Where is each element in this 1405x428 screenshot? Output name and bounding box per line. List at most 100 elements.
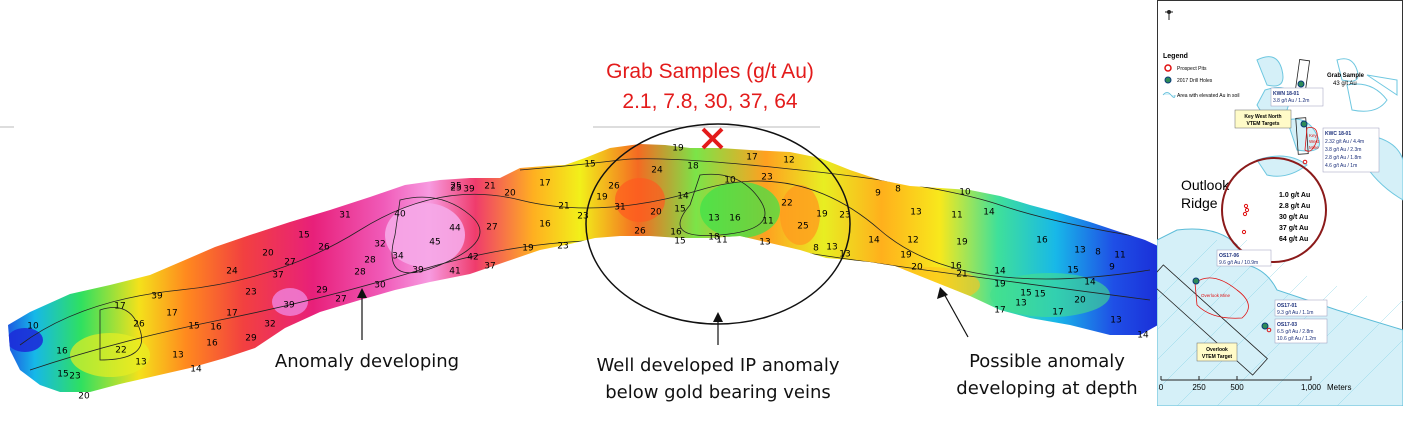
contour-label: 12 bbox=[907, 236, 918, 246]
os1701-drill-hole-icon bbox=[1261, 322, 1269, 330]
contour-label: 20 bbox=[504, 189, 516, 199]
contour-label: 34 bbox=[392, 252, 404, 262]
kwc-box-v4: 4.6 g/t Au / 1m bbox=[1325, 163, 1357, 169]
contour-label: 21 bbox=[956, 270, 967, 280]
contour-label: 45 bbox=[429, 238, 440, 248]
contour-label: 25 bbox=[797, 222, 808, 232]
overlook-mine-outline bbox=[1194, 277, 1249, 319]
location-map-inset: Legend Prospect Pits 2017 Drill Holes Ar… bbox=[1157, 0, 1403, 406]
ridge-value-4: 37 g/t Au bbox=[1279, 225, 1308, 232]
scale-tick-0: 0 bbox=[1159, 383, 1164, 392]
contour-label: 13 bbox=[1015, 299, 1026, 309]
scale-tick-250: 250 bbox=[1192, 383, 1206, 392]
contour-label: 22 bbox=[781, 199, 792, 209]
contour-label: 20 bbox=[1074, 296, 1086, 306]
contour-label: 20 bbox=[78, 392, 90, 402]
contour-label: 31 bbox=[339, 211, 350, 221]
contour-label: 10 bbox=[27, 322, 39, 332]
outlook-values: 1.0 g/t Au 2.8 g/t Au 30 g/t Au 37 g/t A… bbox=[1279, 192, 1310, 243]
contour-label: 40 bbox=[394, 210, 406, 220]
contour-label: 32 bbox=[374, 240, 385, 250]
annotation-possible-anomaly-line1: Possible anomaly bbox=[969, 351, 1125, 372]
kwn-box-value: 3.8 g/t Au / 1.2m bbox=[1273, 98, 1309, 104]
contour-label: 44 bbox=[449, 224, 461, 234]
os1706-value: 9.6 g/t Au / 10.9m bbox=[1219, 260, 1258, 266]
os1701-title: OS17-01 bbox=[1277, 303, 1297, 309]
contour-label: 26 bbox=[133, 320, 145, 330]
contour-label: 25 bbox=[450, 182, 461, 192]
kwc-box-v3: 2.8 g/t Au / 1.8m bbox=[1325, 155, 1361, 161]
contour-label: 20 bbox=[650, 208, 662, 218]
contour-label: 16 bbox=[539, 220, 551, 230]
contour-label: 10 bbox=[959, 188, 971, 198]
contour-label: 16 bbox=[210, 323, 222, 333]
os1706-title: OS17-06 bbox=[1219, 253, 1239, 259]
contour-label: 15 bbox=[674, 205, 685, 215]
os1703-title: OS17-03 bbox=[1277, 322, 1297, 328]
contour-label: 8 bbox=[1095, 248, 1101, 258]
scale-unit: Meters bbox=[1327, 383, 1351, 392]
contour-label: 17 bbox=[539, 179, 550, 189]
annotation-anomaly-developing: Anomaly developing bbox=[274, 351, 460, 372]
contour-label: 27 bbox=[284, 258, 295, 268]
kwn-vtem-line1: Key West North bbox=[1244, 114, 1281, 120]
contour-label: 11 bbox=[762, 217, 773, 227]
contour-label: 16 bbox=[56, 347, 68, 357]
grab-sample-label: Grab Sample bbox=[1327, 73, 1365, 79]
contour-label: 19 bbox=[522, 244, 534, 254]
contour-label: 13 bbox=[708, 214, 719, 224]
contour-label: 14 bbox=[994, 267, 1006, 277]
contour-label: 16 bbox=[670, 228, 682, 238]
contour-label: 16 bbox=[729, 214, 741, 224]
north-arrow-icon bbox=[1165, 10, 1173, 20]
outlook-pits bbox=[1241, 203, 1250, 235]
contour-label: 28 bbox=[364, 256, 376, 266]
contour-label: 13 bbox=[1110, 316, 1121, 326]
arrow-center-icon bbox=[713, 312, 723, 345]
kwc-drill-hole-icon bbox=[1300, 120, 1308, 128]
contour-label: 15 bbox=[298, 231, 309, 241]
contour-label: 19 bbox=[956, 238, 968, 248]
legend-prospect-pits: Prospect Pits bbox=[1177, 66, 1207, 72]
os1703-value1: 6.5 g/t Au / 2.8m bbox=[1277, 329, 1313, 335]
contour-label: 17 bbox=[226, 309, 237, 319]
contour-label: 19 bbox=[994, 280, 1006, 290]
kw-target-rect bbox=[1295, 117, 1309, 155]
contour-label: 15 bbox=[1034, 290, 1045, 300]
contour-label: 27 bbox=[486, 223, 497, 233]
contour-label: 28 bbox=[354, 268, 366, 278]
key-west-mine-outline bbox=[1304, 127, 1318, 152]
contour-label: 30 bbox=[374, 281, 386, 291]
os1703-value2: 10.6 g/t Au / 1.2m bbox=[1277, 336, 1316, 342]
contour-label: 23 bbox=[577, 212, 588, 222]
contour-label: 10 bbox=[724, 176, 736, 186]
contour-label: 24 bbox=[651, 166, 663, 176]
contour-label: 20 bbox=[262, 249, 274, 259]
contour-label: 19 bbox=[816, 210, 828, 220]
contour-label: 8 bbox=[813, 244, 819, 254]
contour-label: 21 bbox=[484, 182, 495, 192]
contour-label: 16 bbox=[1036, 236, 1048, 246]
contour-label: 21 bbox=[558, 202, 569, 212]
overlook-mine-label: Overlook Mine bbox=[1201, 293, 1231, 298]
grab-samples-title: Grab Samples (g/t Au) bbox=[606, 60, 814, 83]
contour-label: 17 bbox=[1052, 308, 1063, 318]
arrow-left-icon bbox=[357, 288, 367, 340]
ridge-value-5: 64 g/t Au bbox=[1279, 236, 1308, 243]
contour-label: 13 bbox=[826, 243, 837, 253]
annotation-well-developed-line1: Well developed IP anomaly bbox=[596, 355, 840, 376]
key-west-mine-line2: West bbox=[1309, 139, 1320, 144]
contour-label: 19 bbox=[596, 193, 608, 203]
scale-tick-500: 500 bbox=[1230, 383, 1244, 392]
kwn-vtem-line2: VTEM Targets bbox=[1247, 121, 1280, 127]
sample-location-cross-icon bbox=[701, 127, 724, 150]
contour-label: 32 bbox=[264, 320, 275, 330]
scale-bar: 0 250 500 1,000 Meters bbox=[1159, 376, 1351, 392]
overlook-vtem-box bbox=[1196, 342, 1238, 362]
contour-label: 9 bbox=[875, 189, 881, 199]
contour-label: 26 bbox=[318, 243, 330, 253]
contour-label: 13 bbox=[839, 250, 850, 260]
contour-label: 11 bbox=[951, 211, 962, 221]
outlook-ridge-line2: Ridge bbox=[1181, 195, 1218, 211]
os1701-value: 9.3 g/t Au / 1.1m bbox=[1277, 310, 1313, 316]
